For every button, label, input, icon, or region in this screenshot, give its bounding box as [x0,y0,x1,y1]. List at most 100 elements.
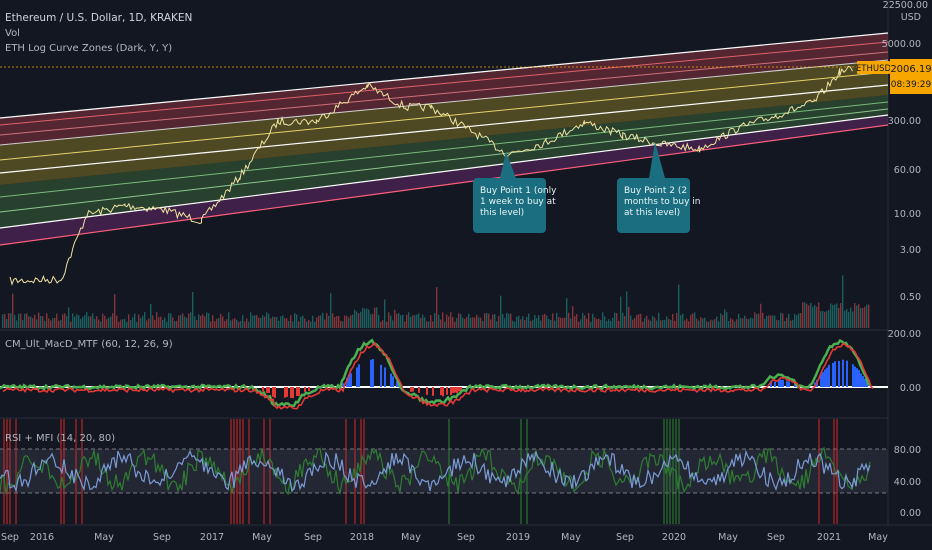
volume-bar [112,313,114,328]
volume-bar [616,313,618,328]
symbol-badge[interactable]: ETHUSD [856,61,892,74]
macd-histogram-bar [380,364,382,387]
volume-bar [636,315,638,328]
volume-bar [794,313,796,328]
volume-bar [66,315,68,328]
volume-bar [662,319,664,328]
volume-bar [448,316,450,328]
volume-bar [404,321,406,328]
volume-bar [80,318,82,328]
volume-bar [606,321,608,328]
volume-bar [382,320,384,328]
macd-histogram-bar [794,383,796,387]
volume-bar [674,320,676,328]
zone-line-white [0,84,888,174]
volume-bar [544,313,546,328]
volume-bar [824,311,826,328]
volume-bar [756,313,758,328]
volume-bar [146,320,148,328]
volume-bar [408,312,410,328]
volume-bar [274,317,276,328]
volume-bar [600,320,602,328]
volume-bar [560,317,562,328]
rsi-signal-column [15,419,17,524]
volume-bar [36,319,38,328]
macd-histogram-bar [296,387,298,397]
volume-bar [90,316,92,328]
macd-histogram-bar [452,387,454,394]
volume-bar [336,316,338,328]
volume-bar [188,313,190,328]
volume-bar [526,317,528,328]
volume-bar [784,320,786,328]
volume-bar [750,317,752,328]
macd-histogram-bar [446,387,448,395]
volume-bar [738,313,740,328]
volume-bar [340,320,342,328]
macd-histogram-bar [460,387,462,391]
volume-bar [252,315,254,328]
volume-bar [654,317,656,328]
last-price-badge[interactable]: 2006.19 08:39:29 [890,59,932,94]
volume-bar [696,318,698,328]
volume-bar [134,313,136,328]
zone-line-bottom-pink [0,124,888,246]
log-curve-zones [0,32,888,246]
buy-point-2-callout[interactable]: Buy Point 2 (2 months to buy in at this le… [617,142,700,233]
volume-bar [326,313,328,328]
buy-point-1-callout[interactable]: Buy Point 1 (only 1 week to buy at this le… [473,152,557,233]
volume-bar [14,314,16,328]
volume-bar [748,319,750,328]
macd-histogram-bar [358,364,360,387]
volume-bar [314,321,316,328]
volume-bar [126,321,128,328]
volume-bar [142,315,144,328]
macd-histogram-bar [782,379,784,387]
volume-bar [716,316,718,328]
volume-bar [16,320,18,328]
volume-bar [690,314,692,328]
volume-bar [278,320,280,328]
volume-bar [640,313,642,328]
price-axis[interactable]: 22500.00 USD 5000.00 300.00 60.00 10.00 … [882,0,928,519]
volume-bar [290,315,292,328]
macd-histogram-bar [348,374,350,387]
volume-bar [370,314,372,328]
macd-histogram-bar [396,381,398,387]
volume-bar [672,314,674,328]
volume-bar [52,318,54,328]
macd-signal-line [2,342,874,410]
volume-bar [728,321,730,328]
volume-bar [214,321,216,328]
volume-bar [306,321,308,328]
macd-histogram [262,359,868,399]
volume-bar [108,317,110,328]
volume-bar [2,314,4,328]
volume-bar [190,312,192,328]
time-tick: May [94,532,114,543]
macd-histogram-bar [456,387,458,394]
volume-bar [284,318,286,328]
volume-bar [454,321,456,328]
callout-line: 1 week to buy at [480,197,556,207]
macd-histogram-bar [778,379,780,387]
time-tick: Sep [1,532,19,543]
zone-line-green-1 [0,101,888,198]
callout-line: this level) [480,208,524,218]
volume-bar [634,318,636,328]
volume-bar [612,317,614,328]
volume-bar [422,314,424,328]
price-series-line[interactable] [9,65,853,286]
volume-bar [94,318,96,328]
volume-bar [508,313,510,328]
volume-bar [518,315,520,328]
volume-bar [144,312,146,328]
rsi-tick: 80.00 [894,445,921,456]
zone-line-red-mid [0,41,888,126]
zone-yellow [0,60,888,185]
volume-bar [388,312,390,328]
zone-line-mid [0,59,888,146]
volume-bar [744,315,746,328]
time-axis[interactable]: Sep 2016 May Sep 2017 May Sep 2018 May Sep 2019 May… [1,532,888,543]
